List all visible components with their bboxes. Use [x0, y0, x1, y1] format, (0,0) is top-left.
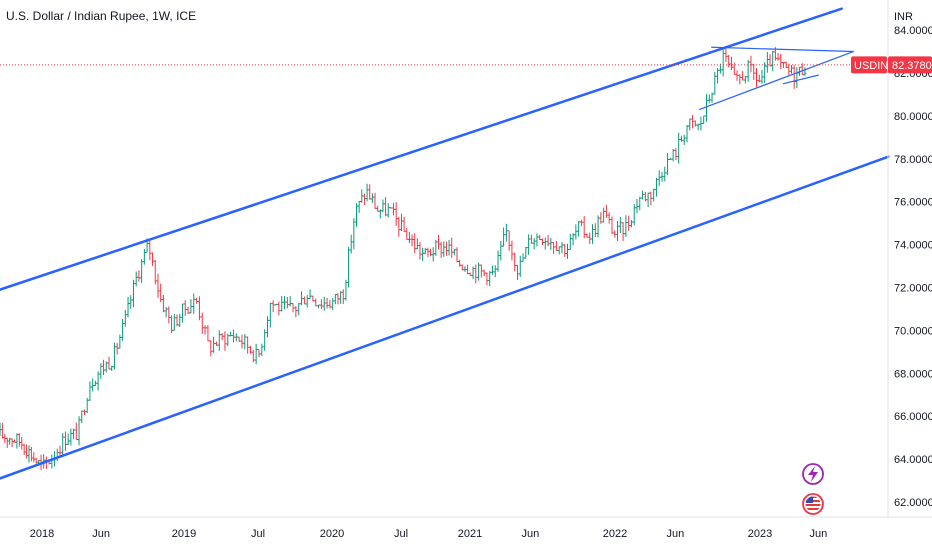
x-tick-label: Jul	[394, 528, 408, 540]
last-price-badge[interactable]: USDINR 82.3780	[851, 56, 932, 74]
price-label: 82.3780	[892, 60, 932, 72]
candles-layer	[0, 47, 807, 471]
trendline-channel-upper[interactable]	[0, 7, 843, 291]
x-tick-label: Jul	[251, 528, 265, 540]
trendlines-layer[interactable]	[0, 7, 890, 480]
x-tick-label: Jun	[522, 528, 540, 540]
y-tick-label: 66.0000	[894, 411, 932, 423]
us-flag-icon[interactable]	[802, 493, 824, 515]
price-axis-unit: INR	[894, 11, 913, 23]
x-tick-label: Jun	[92, 528, 110, 540]
x-tick-label: 2023	[748, 528, 772, 540]
y-tick-label: 62.0000	[894, 497, 932, 509]
y-tick-label: 72.0000	[894, 282, 932, 294]
x-tick-label: 2018	[30, 528, 54, 540]
x-tick-label: 2022	[603, 528, 627, 540]
y-tick-label: 64.0000	[894, 454, 932, 466]
y-tick-label: 78.0000	[894, 154, 932, 166]
price-badge-bg	[888, 56, 932, 74]
y-tick-label: 84.0000	[894, 25, 932, 37]
lightning-icon[interactable]	[802, 463, 824, 485]
x-tick-label: Jun	[809, 528, 827, 540]
trendline-channel-lower[interactable]	[0, 155, 890, 480]
x-axis-ticks[interactable]: 2018 Jun 2019 Jul 2020 Jul 2021 Jun 2022 Jun 2023 J…	[30, 528, 827, 540]
trendline-triangle-base[interactable]	[782, 74, 819, 85]
x-tick-label: 2021	[458, 528, 482, 540]
x-tick-label: 2020	[320, 528, 344, 540]
y-tick-label: 76.0000	[894, 197, 932, 209]
trendline-triangle-lower[interactable]	[698, 50, 854, 111]
y-tick-label: 70.0000	[894, 325, 932, 337]
y-tick-label: 80.0000	[894, 111, 932, 123]
trendline-triangle-upper[interactable]	[711, 46, 854, 53]
y-axis-ticks[interactable]: 62.0000 64.0000 66.0000 68.0000 70.0000 72.00…	[894, 25, 932, 509]
y-tick-label: 74.0000	[894, 240, 932, 252]
symbol-badge-bg	[851, 56, 887, 74]
symbol-label: USDINR	[854, 60, 896, 72]
y-tick-label: 68.0000	[894, 368, 932, 380]
x-tick-label: Jun	[667, 528, 685, 540]
x-tick-label: 2019	[172, 528, 196, 540]
chart-title: U.S. Dollar / Indian Rupee, 1W, ICE	[6, 9, 196, 23]
